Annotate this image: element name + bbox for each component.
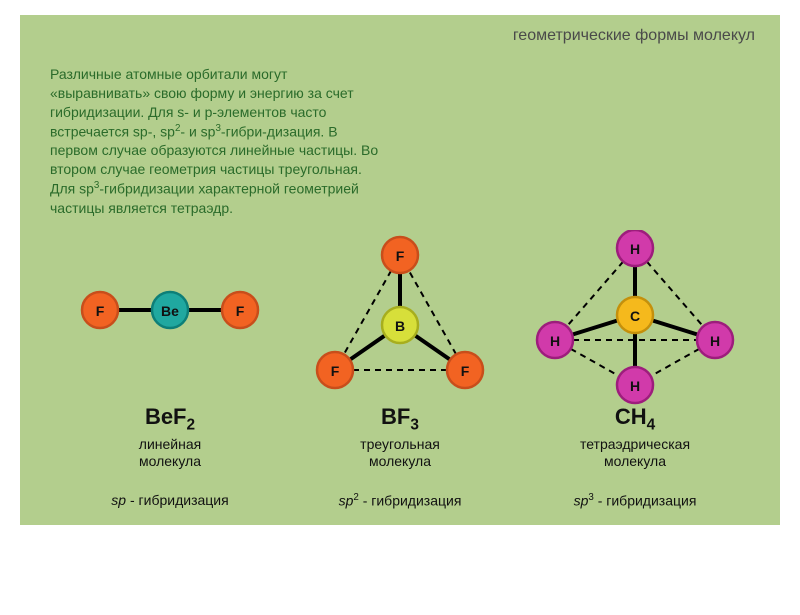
svg-text:H: H	[630, 378, 640, 394]
atom-H: H	[537, 322, 573, 358]
atom-F: F	[447, 352, 483, 388]
bond-dashed	[647, 262, 703, 327]
molecule-row: F Be F BeF2линейнаямолекула sp - гибридизаци…	[20, 230, 780, 520]
bond-dashed	[651, 349, 700, 376]
bond-solid	[652, 320, 698, 334]
atom-H: H	[617, 367, 653, 403]
atom-Be: Be	[152, 292, 188, 328]
molecule-svg: F Be F	[50, 230, 290, 390]
bond-solid	[415, 335, 450, 360]
molecule-diagram: B F F F	[280, 230, 520, 400]
svg-text:F: F	[96, 303, 105, 319]
atom-B: B	[382, 307, 418, 343]
bond-dashed	[409, 271, 456, 355]
panel-title: геометрические формы молекул	[513, 27, 755, 45]
atom-H: H	[697, 322, 733, 358]
svg-text:H: H	[710, 333, 720, 349]
svg-text:H: H	[550, 333, 560, 349]
atom-F: F	[222, 292, 258, 328]
hybridization-label: sp - гибридизация	[50, 492, 290, 508]
svg-text:Be: Be	[161, 303, 179, 319]
molecule-svg: C H H H H	[515, 230, 755, 410]
svg-text:F: F	[236, 303, 245, 319]
bond-dashed	[571, 349, 620, 376]
molecule-bef2: F Be F BeF2линейнаямолекула sp - гибридизаци…	[50, 230, 290, 520]
bond-dashed	[567, 262, 623, 327]
svg-text:F: F	[331, 363, 340, 379]
molecule-diagram: C H H H H	[515, 230, 755, 400]
svg-text:C: C	[630, 308, 640, 324]
diagram-panel: геометрические формы молекул Различные а…	[20, 15, 780, 525]
molecule-svg: B F F F	[280, 230, 520, 410]
shape-label: треугольнаямолекула	[280, 436, 520, 470]
atom-F: F	[82, 292, 118, 328]
svg-text:H: H	[630, 241, 640, 257]
bond-dashed	[344, 271, 391, 355]
atom-H: H	[617, 230, 653, 266]
svg-text:B: B	[395, 318, 405, 334]
hybridization-label: sp3 - гибридизация	[515, 492, 755, 509]
bond-solid	[350, 335, 385, 360]
hybridization-label: sp2 - гибридизация	[280, 492, 520, 509]
shape-label: линейнаямолекула	[50, 436, 290, 470]
shape-label: тетраэдрическаямолекула	[515, 436, 755, 470]
bond-solid	[572, 320, 618, 334]
svg-text:F: F	[396, 248, 405, 264]
atom-F: F	[317, 352, 353, 388]
molecule-diagram: F Be F	[50, 230, 290, 400]
formula: BeF2	[50, 404, 290, 434]
atom-F: F	[382, 237, 418, 273]
atom-C: C	[617, 297, 653, 333]
molecule-bf3: BFFFBF3треугольнаямолекулаsp2 - гибридиз…	[280, 230, 520, 520]
molecule-ch4: CHHHHCH4тетраэдрическаямолекулаsp3 - гиб…	[515, 230, 755, 520]
svg-text:F: F	[461, 363, 470, 379]
intro-text: Различные атомные орбитали могут «выравн…	[50, 65, 380, 217]
